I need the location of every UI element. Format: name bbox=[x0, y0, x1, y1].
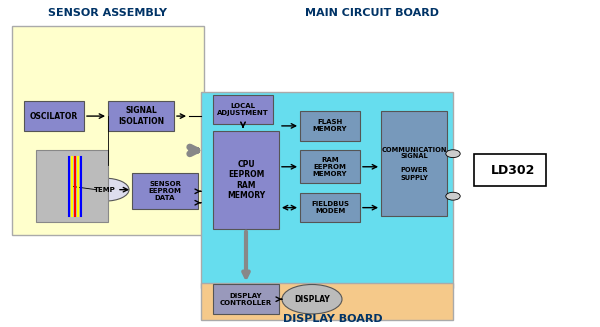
FancyBboxPatch shape bbox=[213, 95, 273, 124]
Text: CPU
EEPROM
RAM
MEMORY: CPU EEPROM RAM MEMORY bbox=[227, 160, 265, 200]
Text: DISPLAY BOARD: DISPLAY BOARD bbox=[283, 314, 383, 324]
FancyBboxPatch shape bbox=[201, 283, 453, 320]
Text: MAIN CIRCUIT BOARD: MAIN CIRCUIT BOARD bbox=[305, 8, 439, 18]
Text: LD302: LD302 bbox=[491, 164, 535, 177]
Text: TEMP: TEMP bbox=[94, 187, 116, 193]
FancyBboxPatch shape bbox=[474, 154, 546, 186]
Text: LOCAL
ADJUSTMENT: LOCAL ADJUSTMENT bbox=[217, 103, 269, 116]
Text: SENSOR ASSEMBLY: SENSOR ASSEMBLY bbox=[49, 8, 167, 18]
FancyBboxPatch shape bbox=[12, 26, 204, 235]
FancyBboxPatch shape bbox=[213, 284, 279, 314]
FancyBboxPatch shape bbox=[108, 101, 174, 131]
FancyBboxPatch shape bbox=[201, 92, 453, 288]
FancyBboxPatch shape bbox=[132, 173, 198, 209]
Text: COMMUNICATION
SIGNAL

POWER
SUPPLY: COMMUNICATION SIGNAL POWER SUPPLY bbox=[381, 146, 447, 181]
FancyBboxPatch shape bbox=[300, 111, 360, 141]
Text: FIELDBUS
MODEM: FIELDBUS MODEM bbox=[311, 201, 349, 214]
FancyBboxPatch shape bbox=[24, 101, 84, 131]
Text: DISPLAY
CONTROLLER: DISPLAY CONTROLLER bbox=[220, 293, 272, 306]
Ellipse shape bbox=[81, 178, 129, 201]
FancyBboxPatch shape bbox=[381, 111, 447, 216]
Text: DISPLAY: DISPLAY bbox=[294, 295, 330, 304]
FancyBboxPatch shape bbox=[213, 131, 279, 229]
Circle shape bbox=[446, 192, 460, 200]
Text: SENSOR
EEPROM
DATA: SENSOR EEPROM DATA bbox=[149, 181, 181, 201]
Circle shape bbox=[446, 150, 460, 158]
Text: RAM
EEPROM
MEMORY: RAM EEPROM MEMORY bbox=[313, 157, 347, 177]
Text: OSCILATOR: OSCILATOR bbox=[30, 112, 78, 121]
FancyBboxPatch shape bbox=[300, 193, 360, 222]
Text: SIGNAL
ISOLATION: SIGNAL ISOLATION bbox=[118, 106, 164, 126]
Ellipse shape bbox=[282, 284, 342, 314]
FancyBboxPatch shape bbox=[300, 150, 360, 183]
FancyBboxPatch shape bbox=[36, 150, 108, 222]
Text: FLASH
MEMORY: FLASH MEMORY bbox=[313, 119, 347, 132]
